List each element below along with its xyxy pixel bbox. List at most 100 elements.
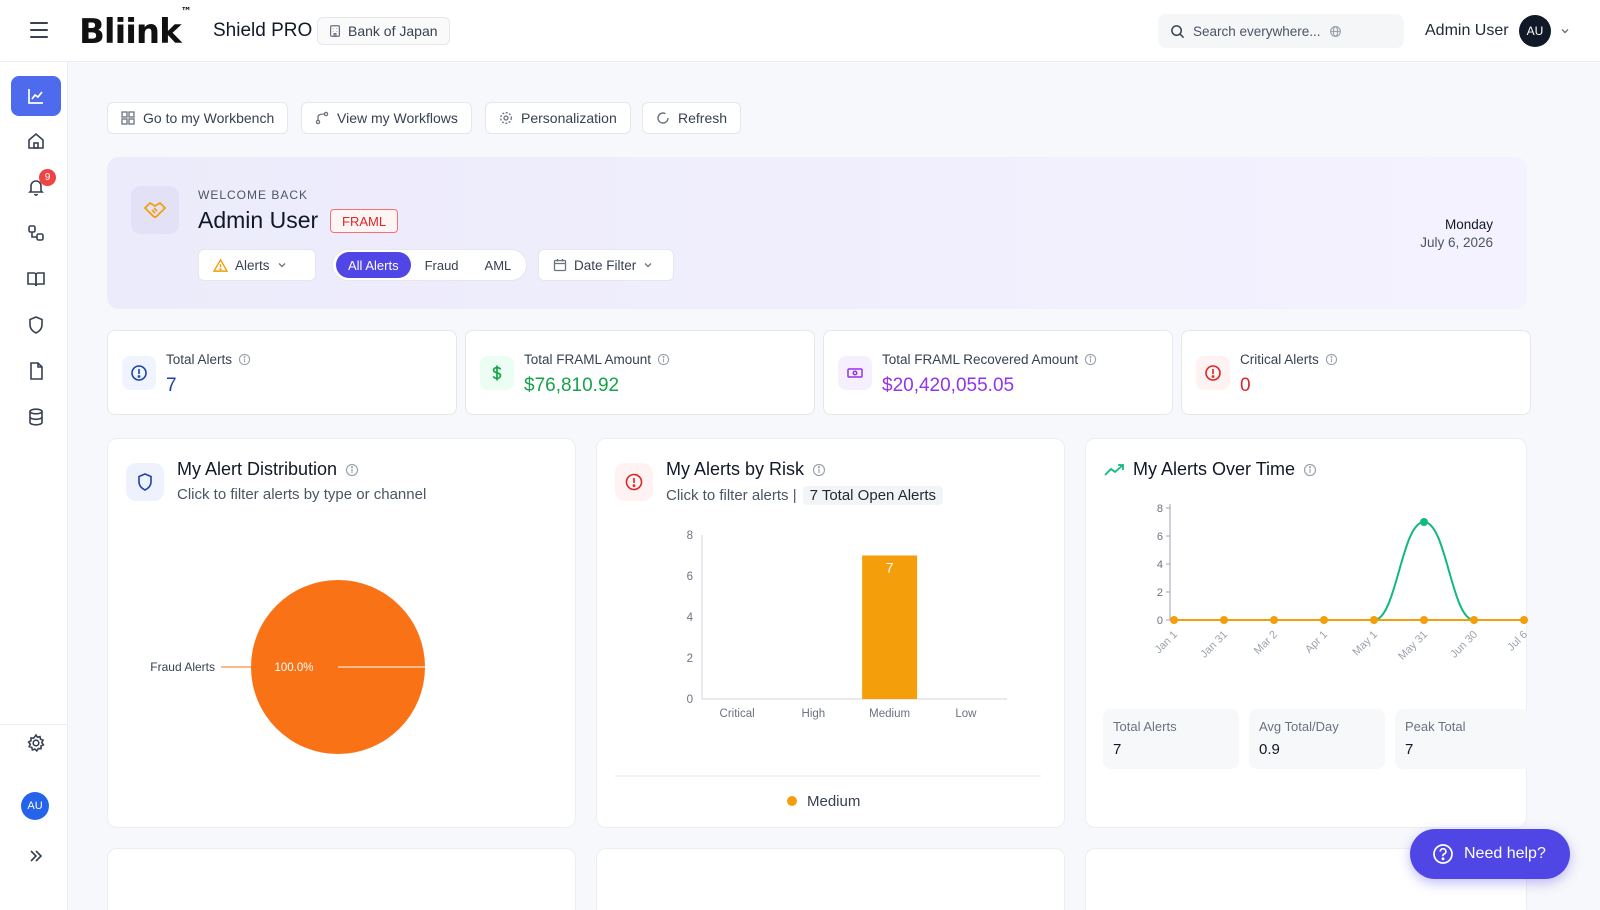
card-title-text: My Alerts Over Time [1133, 459, 1296, 479]
need-help-button[interactable]: Need help? [1410, 829, 1570, 879]
info-icon[interactable] [238, 353, 251, 366]
workflows-button[interactable]: View my Workflows [301, 102, 472, 134]
sidebar-item-dashboard[interactable] [11, 76, 61, 116]
stat-value: $20,420,055.05 [882, 375, 1015, 396]
alert-circle-icon [1196, 356, 1230, 390]
bottom-card-2 [596, 848, 1065, 910]
legend-label: Medium [807, 793, 860, 810]
workflows-label: View my Workflows [337, 110, 458, 126]
x-tick-label: May 31 [1396, 629, 1430, 663]
sidebar-item-settings[interactable] [11, 723, 61, 763]
chevron-down-icon[interactable] [1560, 26, 1570, 36]
card-subtitle: Click to filter alerts by type or channe… [177, 486, 427, 503]
legend-swatch [787, 796, 797, 806]
info-circle-icon [122, 356, 156, 390]
mini-stat-avg-per-day: Avg Total/Day 0.9 [1249, 709, 1385, 769]
series-line [1174, 520, 1524, 621]
menu-icon[interactable] [30, 22, 48, 38]
user-name[interactable]: Admin User [1425, 22, 1509, 39]
stat-label-text: Total FRAML Recovered Amount [882, 352, 1079, 367]
series-point [1470, 616, 1478, 624]
mini-stat-label: Peak Total [1405, 719, 1466, 734]
series-point [1170, 616, 1178, 624]
sidebar-item-workflows[interactable] [11, 213, 61, 253]
search-input[interactable]: Search everywhere... [1158, 14, 1404, 48]
search-placeholder: Search everywhere... [1193, 23, 1321, 39]
refresh-label: Refresh [678, 110, 728, 126]
grid-icon [121, 111, 135, 125]
alert-type-segmented: All Alerts Fraud AML [332, 249, 528, 281]
x-tick-label: Jan 1 [1153, 629, 1181, 657]
refresh-button[interactable]: Refresh [642, 102, 742, 134]
card-title: My Alert Distribution [177, 459, 359, 480]
stat-label: Total FRAML Recovered Amount [882, 352, 1097, 367]
personalization-button[interactable]: Personalization [485, 102, 631, 134]
stat-total-framl-amount[interactable]: Total FRAML Amount $76,810.92 [465, 330, 815, 415]
workflow-icon [28, 225, 44, 241]
stat-label: Total FRAML Amount [524, 352, 670, 367]
branch-icon [315, 111, 329, 125]
info-icon[interactable] [657, 353, 670, 366]
alert-circle-icon [615, 463, 653, 501]
workbench-label: Go to my Workbench [143, 110, 275, 126]
card-title-text: My Alerts by Risk [666, 459, 805, 479]
series-point [1320, 616, 1328, 624]
sidebar-item-docs[interactable] [11, 259, 61, 299]
line-chart[interactable]: 0 2 4 6 8 Jan 1 Jan 31 Mar 2 Apr 1 May 1 May 31 Jun… [1086, 494, 1528, 694]
pie-chart[interactable]: Fraud Alerts 100.0% [108, 539, 577, 819]
info-icon[interactable] [345, 463, 359, 477]
organization-chip[interactable]: Bank of Japan [317, 17, 450, 45]
organization-name: Bank of Japan [348, 23, 438, 39]
info-icon[interactable] [1084, 353, 1097, 366]
stat-total-alerts[interactable]: Total Alerts 7 [107, 330, 457, 415]
x-tick-label: May 1 [1350, 629, 1380, 659]
y-tick-label: 6 [687, 571, 693, 583]
date-filter-dropdown[interactable]: Date Filter [538, 249, 674, 281]
segment-all-alerts[interactable]: All Alerts [336, 252, 411, 278]
series-point [1370, 616, 1378, 624]
current-date: July 6, 2026 [1420, 235, 1493, 250]
card-title: My Alerts by Risk [666, 459, 826, 480]
info-icon[interactable] [1303, 463, 1317, 477]
info-icon[interactable] [812, 463, 826, 477]
segment-aml[interactable]: AML [484, 257, 512, 273]
alerts-dropdown-label: Alerts [235, 257, 270, 273]
notification-badge: 9 [39, 169, 56, 186]
segment-fraud[interactable]: Fraud [424, 257, 459, 273]
workbench-button[interactable]: Go to my Workbench [107, 102, 289, 134]
sidebar-item-security[interactable] [11, 305, 61, 345]
y-tick-label: 0 [1157, 615, 1163, 627]
stat-critical-alerts[interactable]: Critical Alerts 0 [1181, 330, 1531, 415]
series-point [1270, 616, 1278, 624]
sidebar-item-home[interactable] [11, 121, 61, 161]
x-tick-label: Jul 6 [1505, 629, 1528, 654]
mini-stat-label: Avg Total/Day [1259, 719, 1339, 734]
sidebar-expand-button[interactable] [11, 836, 61, 876]
stat-value: $76,810.92 [524, 375, 620, 396]
mini-stat-value: 7 [1113, 741, 1122, 758]
top-bar: Bliink™ Shield PRO Bank of Japan Search … [0, 0, 1600, 62]
help-circle-icon [1433, 844, 1453, 864]
bottom-card-1 [107, 848, 576, 910]
dollar-icon [480, 356, 514, 390]
sidebar-item-reports[interactable] [11, 351, 61, 391]
sidebar-item-data[interactable] [11, 397, 61, 437]
series-point [1520, 616, 1528, 624]
alerts-dropdown[interactable]: Alerts [198, 249, 316, 281]
bar-chart[interactable]: 0 2 4 6 8 Critical High Medium 7 Low Medium [597, 519, 1066, 819]
shield-icon [126, 463, 164, 501]
stat-total-framl-recovered[interactable]: Total FRAML Recovered Amount $20,420,055… [823, 330, 1173, 415]
personalization-label: Personalization [521, 110, 617, 126]
user-avatar[interactable]: AU [1519, 15, 1551, 47]
open-alerts-count: 7 Total Open Alerts [802, 486, 944, 505]
welcome-kicker: WELCOME BACK [198, 188, 309, 202]
bar [862, 555, 918, 699]
home-icon [28, 132, 44, 149]
brand-name: Bliink [79, 12, 182, 52]
search-icon [1171, 24, 1185, 38]
card-title: My Alerts Over Time [1133, 459, 1317, 480]
sidebar-user-avatar[interactable]: AU [21, 792, 49, 820]
sidebar-item-notifications[interactable]: 9 [11, 167, 61, 207]
info-icon[interactable] [1325, 353, 1338, 366]
x-tick-label: Jan 31 [1198, 629, 1230, 661]
